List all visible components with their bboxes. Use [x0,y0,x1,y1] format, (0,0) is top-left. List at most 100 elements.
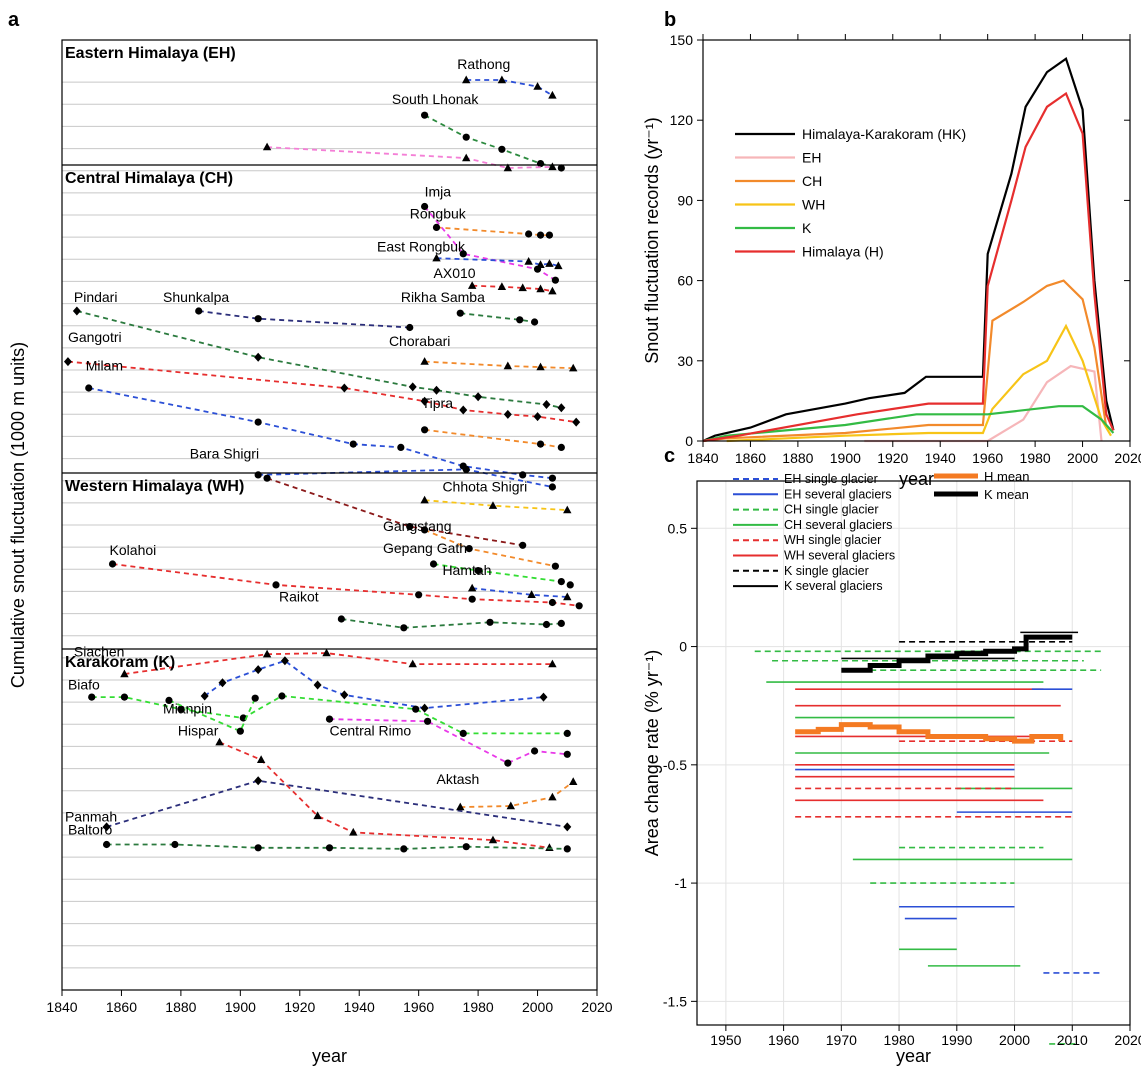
data-point [536,160,545,168]
legend-label-k-mean: K mean [984,487,1029,502]
glacier-label: Mianpin [163,701,212,717]
glacier-label: Biafo [68,676,100,692]
panel-c-segments [754,631,1102,1045]
panel-c-y-label: Area change rate (% yr⁻¹) [642,650,662,857]
data-point [420,495,429,504]
panel-b: 1840 1860 1880 1900 1920 1940 1960 1980 2000 202 0… [642,32,1141,489]
plot-frame [702,39,1131,442]
data-point [254,418,262,426]
y-tick-label: -1.5 [663,993,687,1009]
data-point [539,692,548,702]
data-point [63,357,72,367]
series-line [436,226,550,236]
y-tick-label: 0 [679,639,687,655]
data-point [530,318,539,326]
data-point [218,678,227,688]
data-point [421,526,429,534]
data-point [120,693,129,701]
data-point [474,392,483,402]
series-biafo [88,692,571,738]
data-point [503,409,512,419]
legend-label-himalaya-karakoram-hk: Himalaya-Karakoram (HK) [802,126,966,142]
y-tick-label: -1 [675,875,688,891]
y-tick-label: 90 [677,192,693,208]
data-point [408,659,417,668]
data-point [557,578,565,586]
data-point [280,656,289,666]
x-tick-label: 2020 [581,999,612,1015]
glacier-label: Rathong [457,56,510,72]
series-aktash [456,777,578,811]
glacier-label: Shunkalpa [163,289,229,305]
data-point [120,669,129,678]
region-title-western-himalaya-wh: Western Himalaya (WH) [65,478,244,495]
data-point [432,385,441,395]
data-point [423,717,432,725]
glacier-label: Rikha Samba [401,289,485,305]
series-line [106,779,568,828]
data-point [572,417,581,427]
series-central-rimo [325,715,571,767]
data-point [420,396,429,406]
series-line [204,659,544,710]
panel-a-x-ticks: 1840 1860 1880 1900 1920 1940 1960 1980 2000 2020 [46,990,613,1015]
panel-b-x-label: year [899,469,934,489]
data-point [349,440,357,448]
data-point [459,729,467,738]
glacier-label: Panmah [65,808,117,824]
glacier-label: Milam [86,357,123,373]
glacier-label: Baltoro [68,822,113,838]
data-point [421,426,429,434]
glacier-label: Bara Shigri [190,445,259,461]
glacier-label: Siachen [74,643,125,659]
data-point [563,845,571,853]
series-south-lhonak [421,111,565,172]
data-point [468,595,476,603]
data-point [108,560,117,568]
x-tick-label: 1940 [344,999,375,1015]
glacier-label: Gangstang [383,518,452,534]
series-ax010 [467,281,557,295]
legend-label-h-mean: H mean [984,469,1030,484]
series-hamtah [467,583,572,601]
x-tick-label: 1960 [403,999,434,1015]
panel-b-series [702,56,1115,443]
data-point [322,648,331,657]
series-zemu [262,142,557,172]
data-point [254,352,263,362]
x-tick-label: 1960 [768,1032,799,1048]
panel-label-c: c [664,445,675,467]
data-point [545,843,554,851]
data-point [504,759,512,767]
x-tick-label: 1900 [830,450,861,466]
data-point [536,260,545,268]
data-point [557,443,565,451]
x-tick-label: 1960 [972,450,1003,466]
x-tick-label: 2000 [522,999,553,1015]
glacier-label: Chorabari [389,333,450,349]
x-tick-label: 1920 [284,999,315,1015]
data-point [177,705,185,713]
data-point [536,440,545,448]
data-point [412,705,420,713]
glacier-label: Hispar [178,723,219,739]
data-point [569,363,578,372]
data-point [548,90,557,99]
data-point [548,483,557,491]
x-tick-label: 1990 [941,1032,972,1048]
series-tipra [421,426,565,451]
data-point [518,283,527,292]
series-bara-shigri [254,465,557,491]
data-point [262,142,272,151]
data-point [557,619,565,628]
data-point [236,727,244,735]
data-point [542,620,551,629]
data-point [551,276,559,284]
data-point [400,624,408,632]
data-point [530,747,539,755]
x-tick-label: 1860 [106,999,137,1015]
series-kolahoi [108,560,583,610]
data-point [408,382,417,392]
glacier-label: Tipra [422,395,454,411]
